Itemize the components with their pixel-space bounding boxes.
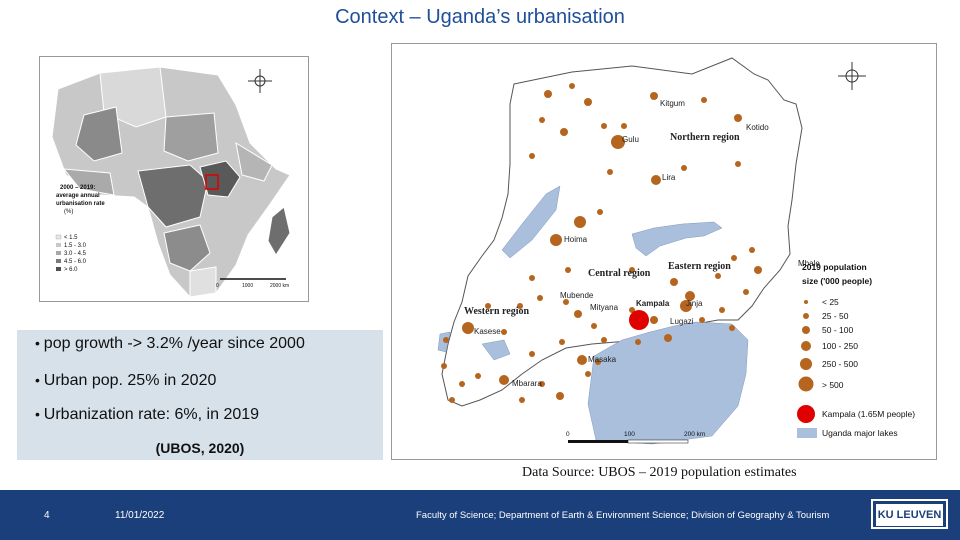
legend-item: 250 - 500 [822,359,858,369]
legend-kampala: Kampala (1.65M people) [822,409,915,419]
legend-item: > 500 [822,380,844,390]
legend-item: 50 - 100 [822,325,853,335]
africa-scale-0: 0 [216,283,219,289]
bullet-item: • Urban pop. 25% in 2020 [35,372,217,389]
ku-leuven-logo: KU LEUVEN [871,499,948,529]
africa-legend-title-3: urbanisation rate [56,201,105,207]
town-label: Kampala [636,299,670,308]
africa-map: 2000 – 2019: average annual urbanisation… [39,56,309,302]
legend-item: 100 - 250 [822,341,858,351]
legend-item: < 25 [822,297,839,307]
footer-date: 11/01/2022 [115,510,165,521]
town-label: Mbarara [512,379,542,388]
africa-legend-title-2: average annual [56,193,100,199]
legend-item: 25 - 50 [822,311,849,321]
africa-map-graphic: 2000 – 2019: average annual urbanisation… [51,66,291,298]
town-label: Kitgum [660,99,685,108]
uganda-scale-2: 200 km [684,431,705,438]
footer-faculty: Faculty of Science; Department of Earth … [416,510,830,521]
legend-lakes: Uganda major lakes [822,428,898,438]
africa-legend-item: 1.5 - 3.0 [64,243,87,249]
citation: (UBOS, 2020) [155,440,245,456]
compass-icon [838,62,866,90]
africa-legend-title-1: 2000 – 2019: [60,185,95,191]
region-label: Western region [464,306,530,317]
uganda-map-graphic: Kitgum Kotido Gulu Lira Hoima Mbale Mube… [437,57,915,445]
town-label: Kasese [474,327,501,336]
key-facts-box: • pop growth -> 3.2% /year since 2000 • … [17,330,383,460]
africa-legend-title-4: (%) [64,209,73,215]
africa-legend-item: 4.5 - 6.0 [64,259,87,265]
region-label: Northern region [670,132,740,143]
legend-title-2: size ('000 people) [802,276,872,286]
town-label: Mbale [798,259,820,268]
africa-legend-item: > 6.0 [64,267,78,273]
slide-title: Context – Uganda’s urbanisation [335,6,625,28]
bullet-item: • pop growth -> 3.2% /year since 2000 [35,335,305,352]
africa-legend-item: < 1.5 [64,235,78,241]
africa-scale-2: 2000 km [270,283,289,289]
africa-scale-1: 1000 [242,283,253,289]
region-label: Central region [588,268,651,279]
page-number: 4 [44,510,50,521]
town-label: Mityana [590,303,619,312]
town-label: Lira [662,173,676,182]
footer: 4 11/01/2022 Faculty of Science; Departm… [0,490,960,540]
legend-title-1: 2019 population [802,262,867,272]
bullet-item: • Urbanization rate: 6%, in 2019 [35,406,260,423]
uganda-map: Kitgum Kotido Gulu Lira Hoima Mbale Mube… [391,43,937,460]
compass-icon [248,69,272,93]
data-source: Data Source: UBOS – 2019 population esti… [522,465,797,480]
town-label: Gulu [622,135,639,144]
africa-legend-item: 3.0 - 4.5 [64,251,87,257]
town-label: Masaka [588,355,617,364]
region-label: Eastern region [668,261,731,272]
uganda-scale-0: 0 [566,431,570,438]
uganda-scale-1: 100 [624,431,635,438]
town-label: Lugazi [670,317,694,326]
town-label: Hoima [564,235,588,244]
town-label: Mubende [560,291,594,300]
town-label: Jinja [686,299,703,308]
town-label: Kotido [746,123,769,132]
